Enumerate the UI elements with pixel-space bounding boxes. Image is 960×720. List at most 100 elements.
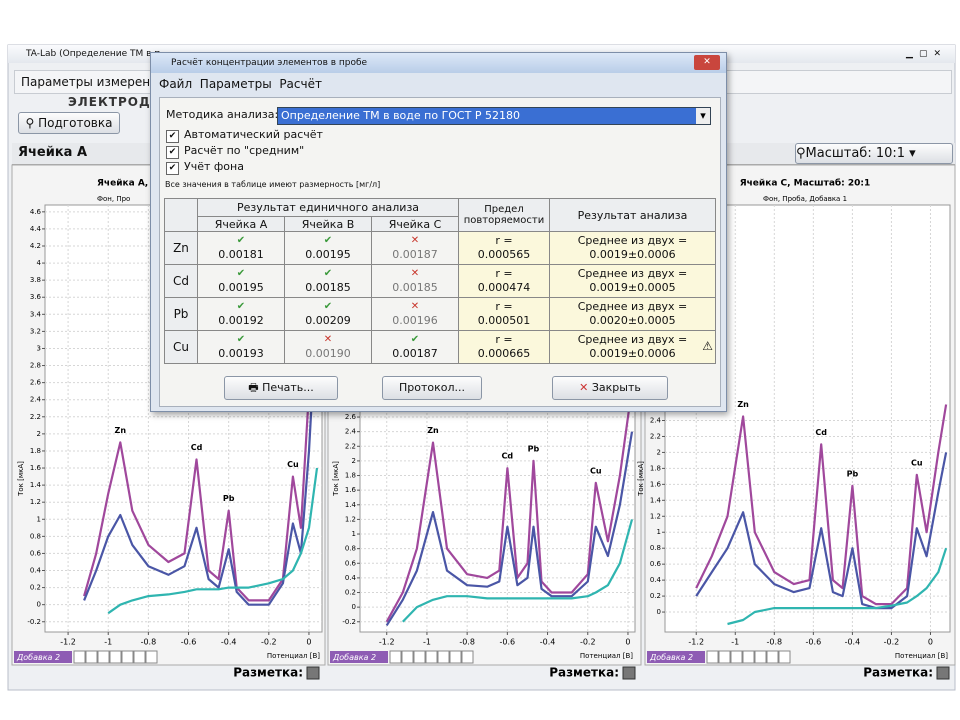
y-tick-label: 1.8 [345, 472, 356, 480]
markup-icon [936, 666, 950, 680]
slot [766, 650, 779, 664]
value: 0.00192 [218, 314, 264, 327]
cell-value: ✔ 0.00195 [284, 231, 372, 265]
close-button[interactable]: ✕ [694, 55, 720, 70]
panel-title: Ячейка А [18, 145, 88, 160]
peak-label: Pb [223, 494, 235, 503]
cell-header: Ячейка B [284, 216, 372, 232]
slot [778, 650, 791, 664]
y-tick-label: 1 [37, 515, 41, 523]
value: 0.00209 [305, 314, 351, 327]
valid-icon: ✔ [323, 268, 333, 279]
option[interactable]: ✔ Расчёт по "средним" [166, 143, 323, 159]
cell-value: ✔ 0.00187 [371, 330, 459, 364]
x-tick-label: -0.2 [884, 638, 900, 647]
markup-label: Разметка: [863, 666, 933, 680]
slot [85, 650, 98, 664]
r-value: 0.000501 [477, 314, 531, 327]
r-label: r = [495, 234, 513, 247]
x-tick-label: -0.4 [540, 638, 556, 647]
slot [121, 650, 134, 664]
scale-selector[interactable]: ⚲Масштаб: 10:1 ▾ [795, 143, 953, 164]
y-tick-label: -0.2 [342, 618, 356, 626]
window-controls[interactable]: ▁▢✕ [906, 49, 947, 59]
results-table: Результат единичного анализа Предел повт… [164, 198, 716, 364]
cell-value: ✕ 0.00196 [371, 297, 459, 331]
y-tick-label: 1.8 [30, 447, 41, 455]
x-axis-label: Потенциал [В] [267, 652, 320, 660]
x-tick-label: -1 [104, 638, 112, 647]
method-select[interactable]: Определение ТМ в воде по ГОСТ Р 52180 ▾ [277, 107, 711, 125]
y-tick-label: 0.8 [650, 544, 661, 552]
result-value: 0.0020±0.0005 [589, 314, 676, 327]
dropdown-arrow[interactable]: ▾ [696, 108, 710, 124]
menu-item[interactable]: Файл [159, 77, 193, 91]
y-tick-label: 1.8 [650, 464, 661, 472]
curve [695, 452, 948, 610]
table-row: Zn ✔ 0.00181 ✔ 0.00195 ✕ 0.00187 r = 0.000565 Сре… [164, 231, 716, 265]
slot [742, 650, 755, 664]
dialog-menu: Файл Параметры Расчёт [159, 77, 322, 91]
y-tick-label: 0.6 [650, 560, 662, 568]
value: 0.00196 [392, 314, 438, 327]
y-tick-label: 1.6 [345, 486, 357, 494]
y-tick-label: 0.4 [650, 576, 662, 584]
x-tick-label: -1.2 [379, 638, 395, 647]
y-tick-label: 4.2 [30, 242, 41, 250]
close-dialog-button[interactable]: ✕ Закрыть [552, 376, 668, 400]
dialog-titlebar: Расчёт концентрации элементов в пробе ✕ [151, 53, 726, 73]
peak-label: Cu [287, 460, 299, 469]
result-label: Среднее из двух = [577, 267, 688, 280]
toolbar-group: ЭЛЕКТРОДЫ [68, 95, 165, 109]
option[interactable]: ✔ Автоматический расчёт [166, 127, 323, 143]
dialog: Расчёт концентрации элементов в пробе ✕ … [150, 52, 727, 412]
peak-label: Pb [847, 469, 859, 478]
addition-tab-label: Добавка 2 [649, 653, 693, 662]
cell-header: Ячейка C [371, 216, 459, 232]
table-row: Cd ✔ 0.00195 ✔ 0.00185 ✕ 0.00185 r = 0.000474 Сре… [164, 264, 716, 298]
markup-label: Разметка: [233, 666, 303, 680]
addition-tab-label: Добавка 2 [332, 653, 376, 662]
menu-item[interactable]: Параметры [199, 77, 272, 91]
y-tick-label: 0.2 [650, 592, 661, 600]
window-title: TA-Lab (Определение ТМ в п [26, 49, 161, 59]
y-tick-label: 0.4 [30, 567, 42, 575]
print-button[interactable]: 🖶 Печать... [224, 376, 338, 400]
cell-header: Ячейка A [197, 216, 285, 232]
chart-subtitle: Фон, Проба, Добавка 1 [763, 195, 847, 203]
y-tick-label: 2.2 [30, 413, 41, 421]
menu-item[interactable]: Параметры измерен [21, 75, 151, 89]
chart-subtitle: Фон, Про [97, 195, 130, 203]
slot [109, 650, 122, 664]
y-tick-label: 2.2 [650, 432, 661, 440]
r-value: 0.000474 [477, 281, 531, 294]
valid-icon: ✔ [236, 334, 246, 345]
x-axis-label: Потенциал [В] [895, 652, 948, 660]
x-tick-label: 0 [625, 638, 630, 647]
result-header: Результат анализа [549, 198, 716, 232]
y-tick-label: 0.8 [345, 545, 356, 553]
scale-label: Масштаб: 10:1 [805, 146, 906, 161]
toolbar-button[interactable]: ⚲ Подготовка [18, 112, 120, 134]
x-tick-label: -1 [731, 638, 739, 647]
x-tick-label: -0.4 [845, 638, 861, 647]
y-tick-label: 1.6 [650, 480, 662, 488]
result: Среднее из двух = 0.0019±0.0006 [549, 231, 716, 265]
y-tick-label: -0.2 [27, 618, 41, 626]
invalid-icon: ✕ [410, 301, 420, 312]
element: Cu [164, 330, 198, 364]
dialog-title: Расчёт концентрации элементов в пробе [171, 58, 368, 68]
menu-item[interactable]: Расчёт [279, 77, 322, 91]
protocol-button[interactable]: Протокол... [382, 376, 482, 400]
button-label: Подготовка [38, 116, 113, 130]
option[interactable]: ✔ Учёт фона [166, 159, 323, 175]
result: Среднее из двух = 0.0020±0.0005 [549, 297, 716, 331]
dialog-content: Методика анализа: Определение ТМ в воде … [159, 97, 721, 407]
y-tick-label: 2.4 [30, 396, 42, 404]
addition-tab-label: Добавка 2 [16, 653, 60, 662]
y-axis-label: Ток [мкА] [332, 461, 340, 497]
slot [401, 650, 414, 664]
value: 0.00185 [305, 281, 351, 294]
result-label: Среднее из двух = [577, 234, 688, 247]
